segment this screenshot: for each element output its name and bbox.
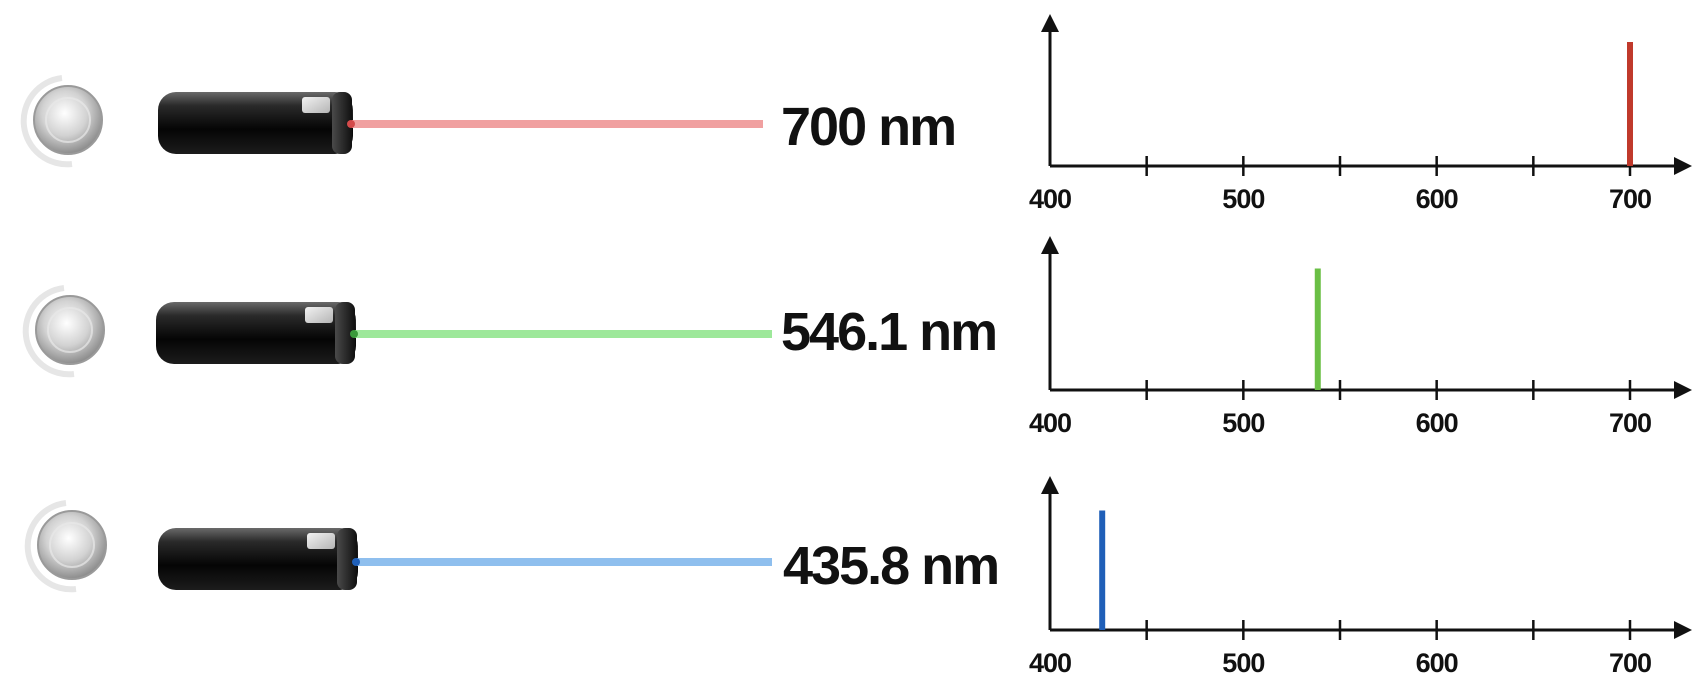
x-tick-label: 400: [1029, 184, 1071, 214]
laser-icon: [158, 528, 358, 590]
spectrum-charts: 400 500 600 700 400 500 600 700 400 500 600 700: [1029, 14, 1692, 678]
spectrum-chart: 400 500 600 700: [1029, 236, 1692, 438]
y-axis-arrow: [1041, 236, 1059, 254]
knob-icon: [20, 75, 103, 168]
x-tick-label: 600: [1416, 184, 1458, 214]
laser-row-700nm: 700 nm: [20, 75, 957, 168]
x-tick-label: 600: [1416, 648, 1458, 678]
knob-icon: [22, 285, 105, 378]
knob-icon: [24, 500, 107, 593]
laser-aperture-dot: [347, 120, 355, 128]
x-tick-label: 400: [1029, 648, 1071, 678]
x-axis-arrow: [1674, 381, 1692, 399]
y-axis-arrow: [1041, 14, 1059, 32]
y-axis-arrow: [1041, 476, 1059, 494]
x-tick-label: 400: [1029, 408, 1071, 438]
x-axis-arrow: [1674, 621, 1692, 639]
x-tick-label: 700: [1609, 184, 1651, 214]
laser-aperture-dot: [350, 330, 358, 338]
wavelength-label: 700 nm: [781, 97, 955, 157]
x-tick-label: 500: [1222, 408, 1264, 438]
spectrum-chart: 400 500 600 700: [1029, 14, 1692, 214]
laser-aperture-dot: [352, 558, 360, 566]
laser-icon: [158, 92, 353, 154]
spectrum-chart: 400 500 600 700: [1029, 476, 1692, 678]
x-axis-arrow: [1674, 157, 1692, 175]
wavelength-label: 546.1 nm: [781, 302, 996, 362]
x-tick-label: 500: [1222, 184, 1264, 214]
x-tick-label: 700: [1609, 408, 1651, 438]
x-tick-label: 600: [1416, 408, 1458, 438]
x-tick-label: 700: [1609, 648, 1651, 678]
x-tick-label: 500: [1222, 648, 1264, 678]
wavelength-label: 435.8 nm: [783, 536, 998, 596]
laser-icon: [156, 302, 356, 364]
laser-row-435nm: 435.8 nm: [24, 500, 1000, 596]
laser-row-546nm: 546.1 nm: [22, 285, 998, 378]
